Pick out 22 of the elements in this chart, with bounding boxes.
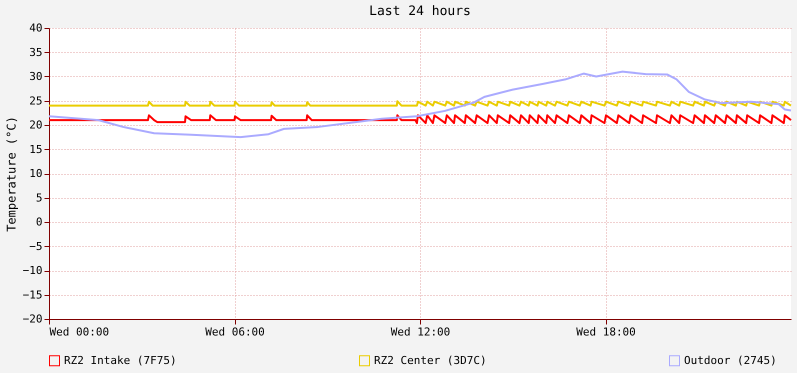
legend-label: Outdoor (2745) bbox=[684, 354, 777, 367]
y-tick-label: −5 bbox=[29, 240, 42, 253]
y-tick-label: 25 bbox=[29, 94, 42, 108]
y-tick-label: 35 bbox=[29, 46, 42, 59]
y-tick-label: 30 bbox=[29, 70, 42, 83]
x-tick-label: Wed 12:00 bbox=[390, 326, 450, 338]
y-tick-label: −10 bbox=[22, 264, 42, 277]
y-tick-label: 0 bbox=[36, 216, 42, 228]
y-axis-title: Temperature (°C) bbox=[4, 116, 19, 232]
legend-label: RZ2 Intake (7F75) bbox=[64, 354, 177, 367]
y-tick-label: 40 bbox=[29, 22, 42, 34]
chart-title: Last 24 hours bbox=[369, 4, 471, 19]
legend-label: RZ2 Center (3D7C) bbox=[374, 354, 487, 367]
x-tick-label: Wed 06:00 bbox=[205, 326, 265, 338]
y-tick-label: −20 bbox=[22, 312, 42, 326]
y-tick-label: 15 bbox=[29, 142, 42, 156]
y-tick-label: 5 bbox=[36, 191, 42, 204]
x-tick-label: Wed 00:00 bbox=[50, 326, 110, 338]
x-tick-label: Wed 18:00 bbox=[576, 326, 636, 338]
y-tick-label: 10 bbox=[29, 167, 42, 180]
y-tick-label: 20 bbox=[29, 118, 42, 132]
y-tick-label: −15 bbox=[22, 288, 42, 302]
